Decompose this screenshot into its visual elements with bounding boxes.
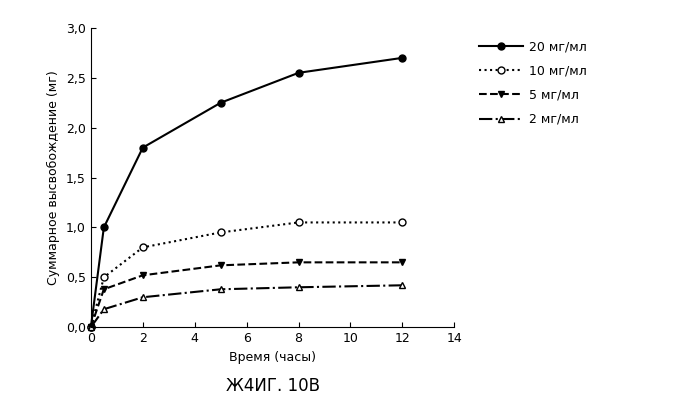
20 мг/мл bbox=[87, 325, 95, 330]
5 мг/мл bbox=[398, 260, 407, 265]
Line: 2 мг/мл: 2 мг/мл bbox=[87, 282, 406, 331]
5 мг/мл bbox=[294, 260, 303, 265]
20 мг/мл bbox=[138, 145, 147, 150]
10 мг/мл bbox=[100, 275, 108, 280]
5 мг/мл bbox=[87, 325, 95, 330]
X-axis label: Время (часы): Время (часы) bbox=[229, 351, 316, 363]
10 мг/мл bbox=[217, 230, 225, 235]
20 мг/мл bbox=[398, 55, 407, 60]
Text: Ж4ИГ. 10В: Ж4ИГ. 10В bbox=[226, 377, 319, 395]
2 мг/мл bbox=[398, 283, 407, 288]
Line: 20 мг/мл: 20 мг/мл bbox=[87, 54, 406, 331]
2 мг/мл bbox=[294, 285, 303, 290]
20 мг/мл bbox=[294, 70, 303, 75]
10 мг/мл bbox=[138, 245, 147, 250]
2 мг/мл bbox=[217, 287, 225, 292]
10 мг/мл bbox=[87, 325, 95, 330]
Y-axis label: Суммарное высвобождение (мг): Суммарное высвобождение (мг) bbox=[48, 70, 60, 285]
Line: 10 мг/мл: 10 мг/мл bbox=[87, 219, 406, 331]
5 мг/мл bbox=[100, 287, 108, 292]
5 мг/мл bbox=[138, 273, 147, 278]
Legend: 20 мг/мл, 10 мг/мл, 5 мг/мл, 2 мг/мл: 20 мг/мл, 10 мг/мл, 5 мг/мл, 2 мг/мл bbox=[479, 40, 586, 126]
10 мг/мл bbox=[294, 220, 303, 225]
Line: 5 мг/мл: 5 мг/мл bbox=[87, 259, 406, 331]
2 мг/мл bbox=[138, 295, 147, 300]
20 мг/мл bbox=[100, 225, 108, 230]
2 мг/мл bbox=[87, 325, 95, 330]
20 мг/мл bbox=[217, 101, 225, 105]
2 мг/мл bbox=[100, 307, 108, 312]
10 мг/мл bbox=[398, 220, 407, 225]
5 мг/мл bbox=[217, 263, 225, 268]
